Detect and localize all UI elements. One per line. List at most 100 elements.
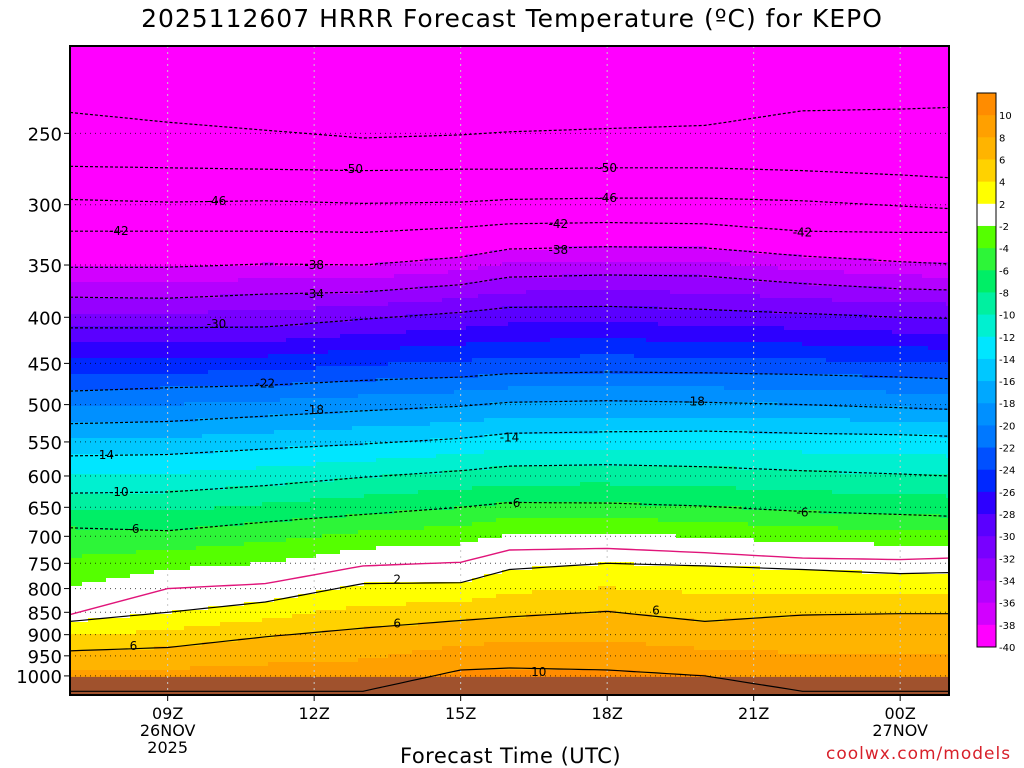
temperature-fill-cell xyxy=(460,314,467,331)
temperature-fill-cell xyxy=(562,358,569,375)
temperature-fill-cell xyxy=(244,486,251,507)
temperature-fill-cell xyxy=(574,566,581,591)
temperature-fill-cell xyxy=(88,46,95,267)
temperature-fill-cell xyxy=(802,298,809,315)
temperature-fill-cell xyxy=(496,418,503,435)
temperature-fill-cell xyxy=(892,654,899,691)
temperature-fill-cell xyxy=(532,342,539,359)
temperature-fill-cell xyxy=(766,282,773,299)
temperature-fill-cell xyxy=(802,490,809,511)
temperature-fill-cell xyxy=(706,466,713,487)
temperature-fill-cell xyxy=(508,306,515,323)
temperature-fill-cell xyxy=(370,46,377,267)
temperature-fill-cell xyxy=(532,386,539,403)
temperature-fill-cell xyxy=(934,422,941,435)
temperature-fill-cell xyxy=(856,454,863,475)
temperature-fill-cell xyxy=(202,610,209,627)
temperature-fill-cell xyxy=(406,410,413,427)
temperature-fill-cell xyxy=(514,322,521,343)
temperature-fill-cell xyxy=(322,398,329,415)
temperature-fill-cell xyxy=(754,282,761,295)
temperature-fill-cell xyxy=(658,522,665,535)
temperature-fill-cell xyxy=(256,466,263,487)
temperature-fill-cell xyxy=(748,538,755,567)
temperature-fill-cell xyxy=(394,442,401,459)
temperature-fill-cell xyxy=(628,614,635,643)
temperature-fill-cell xyxy=(226,450,233,471)
temperature-fill-cell xyxy=(214,326,221,343)
temperature-fill-cell xyxy=(898,474,905,495)
temperature-fill-cell xyxy=(406,582,413,603)
temperature-fill-cell xyxy=(658,290,665,311)
temperature-fill-cell xyxy=(580,246,587,263)
temperature-fill-cell xyxy=(490,374,497,391)
y-tick-label: 500 xyxy=(28,396,62,417)
temperature-fill-cell xyxy=(328,278,335,295)
temperature-fill-cell xyxy=(388,394,395,411)
temperature-fill-cell xyxy=(742,342,749,359)
temperature-fill-cell xyxy=(106,266,113,283)
temperature-fill-cell xyxy=(478,254,485,267)
temperature-fill-cell xyxy=(502,450,509,467)
temperature-fill-cell xyxy=(790,570,797,595)
temperature-fill-cell xyxy=(412,442,419,459)
temperature-fill-cell xyxy=(586,322,593,339)
temperature-fill-cell xyxy=(622,46,629,247)
temperature-fill-cell xyxy=(298,46,305,267)
temperature-fill-cell xyxy=(520,306,527,323)
temperature-fill-cell xyxy=(754,266,761,283)
temperature-fill-cell xyxy=(484,450,491,471)
temperature-fill-cell xyxy=(922,546,929,575)
temperature-fill-cell xyxy=(814,390,821,407)
temperature-fill-cell xyxy=(340,478,347,499)
temperature-fill-cell xyxy=(856,654,863,691)
temperature-fill-cell xyxy=(106,650,113,671)
temperature-fill-cell xyxy=(70,422,77,439)
temperature-fill-cell xyxy=(526,290,533,307)
temperature-fill-cell xyxy=(880,422,887,435)
temperature-fill-cell xyxy=(436,526,443,547)
temperature-fill-cell xyxy=(832,46,839,259)
temperature-fill-cell xyxy=(172,46,179,267)
temperature-fill-cell xyxy=(922,410,929,423)
colorbar-swatch xyxy=(977,558,996,582)
temperature-fill-cell xyxy=(832,346,839,363)
temperature-fill-cell xyxy=(556,466,563,487)
temperature-fill-cell xyxy=(316,446,323,463)
temperature-fill-cell xyxy=(514,618,521,643)
temperature-fill-cell xyxy=(304,370,311,383)
temperature-fill-cell xyxy=(754,374,761,391)
temperature-fill-cell xyxy=(148,630,155,651)
temperature-fill-cell xyxy=(898,614,905,655)
temperature-fill-cell xyxy=(910,434,917,455)
temperature-fill-cell xyxy=(310,558,317,595)
temperature-fill-cell xyxy=(244,46,251,267)
temperature-fill-cell xyxy=(328,590,335,611)
temperature-fill-cell xyxy=(412,530,419,547)
temperature-fill-cell xyxy=(634,290,641,307)
temperature-fill-cell xyxy=(286,502,293,523)
temperature-fill-cell xyxy=(304,446,311,467)
temperature-fill-cell xyxy=(268,370,275,387)
temperature-fill-cell xyxy=(802,390,809,407)
temperature-fill-cell xyxy=(652,342,659,359)
temperature-fill-cell xyxy=(154,314,161,327)
temperature-fill-cell xyxy=(916,530,923,547)
temperature-fill-cell xyxy=(460,378,467,391)
temperature-fill-cell xyxy=(562,418,569,435)
temperature-fill-cell xyxy=(382,394,389,411)
temperature-fill-cell xyxy=(748,342,755,359)
temperature-fill-cell xyxy=(406,626,413,655)
temperature-fill-cell xyxy=(424,442,431,459)
temperature-fill-cell xyxy=(568,450,575,467)
temperature-fill-cell xyxy=(202,358,209,375)
temperature-fill-cell xyxy=(946,290,949,307)
temperature-fill-cell xyxy=(946,46,949,263)
temperature-fill-cell xyxy=(892,378,899,395)
temperature-fill-cell xyxy=(832,542,839,571)
temperature-fill-cell xyxy=(610,562,617,587)
temperature-fill-cell xyxy=(862,406,869,423)
temperature-fill-cell xyxy=(778,390,785,407)
temperature-fill-cell xyxy=(130,554,137,575)
temperature-fill-cell xyxy=(568,614,575,643)
